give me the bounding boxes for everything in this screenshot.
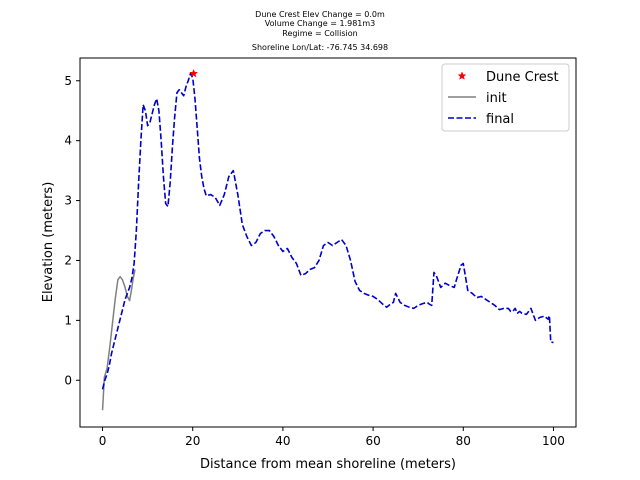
series-line-init (101, 269, 136, 411)
title-line-2: Volume Change = 1.981m3 (265, 19, 376, 28)
legend: Dune Crest init final (441, 63, 570, 132)
x-tick-label: 60 (365, 434, 380, 448)
legend-label-final: final (486, 112, 514, 127)
x-tick-label: 100 (542, 434, 565, 448)
marker-layer (189, 68, 199, 78)
y-axis-label: Elevation (meters) (41, 182, 56, 303)
y-tick-label: 3 (64, 194, 72, 208)
series-line-final (101, 72, 554, 390)
y-tick-label: 1 (64, 313, 72, 327)
x-tick-label: 20 (185, 434, 200, 448)
title-line-3: Regime = Collision (282, 29, 357, 38)
y-tick-label: 4 (64, 134, 72, 148)
y-tick-label: 0 (64, 373, 72, 387)
chart-title: Dune Crest Elev Change = 0.0m Volume Cha… (252, 10, 388, 52)
legend-items: Dune Crest init final (448, 70, 559, 127)
x-axis-label: Distance from mean shoreline (meters) (200, 457, 456, 472)
legend-label-dune-crest: Dune Crest (486, 70, 559, 85)
y-tick-label: 5 (64, 74, 72, 88)
legend-label-init: init (486, 91, 507, 106)
legend-box (441, 63, 570, 132)
series-layer (101, 72, 554, 411)
y-axis-ticks: 0 1 2 3 4 5 (64, 74, 80, 387)
title-line-4: Shoreline Lon/Lat: -76.745 34.698 (252, 43, 388, 52)
x-tick-label: 80 (456, 434, 471, 448)
plot-frame (79, 57, 577, 428)
x-tick-label: 0 (99, 434, 107, 448)
y-tick-label: 2 (64, 253, 72, 267)
title-line-1: Dune Crest Elev Change = 0.0m (255, 10, 385, 19)
x-tick-label: 40 (275, 434, 290, 448)
legend-swatch-dune-crest (457, 71, 467, 80)
x-axis-ticks: 0 20 40 60 80 100 (99, 427, 565, 448)
dune-crest-marker (189, 68, 199, 78)
